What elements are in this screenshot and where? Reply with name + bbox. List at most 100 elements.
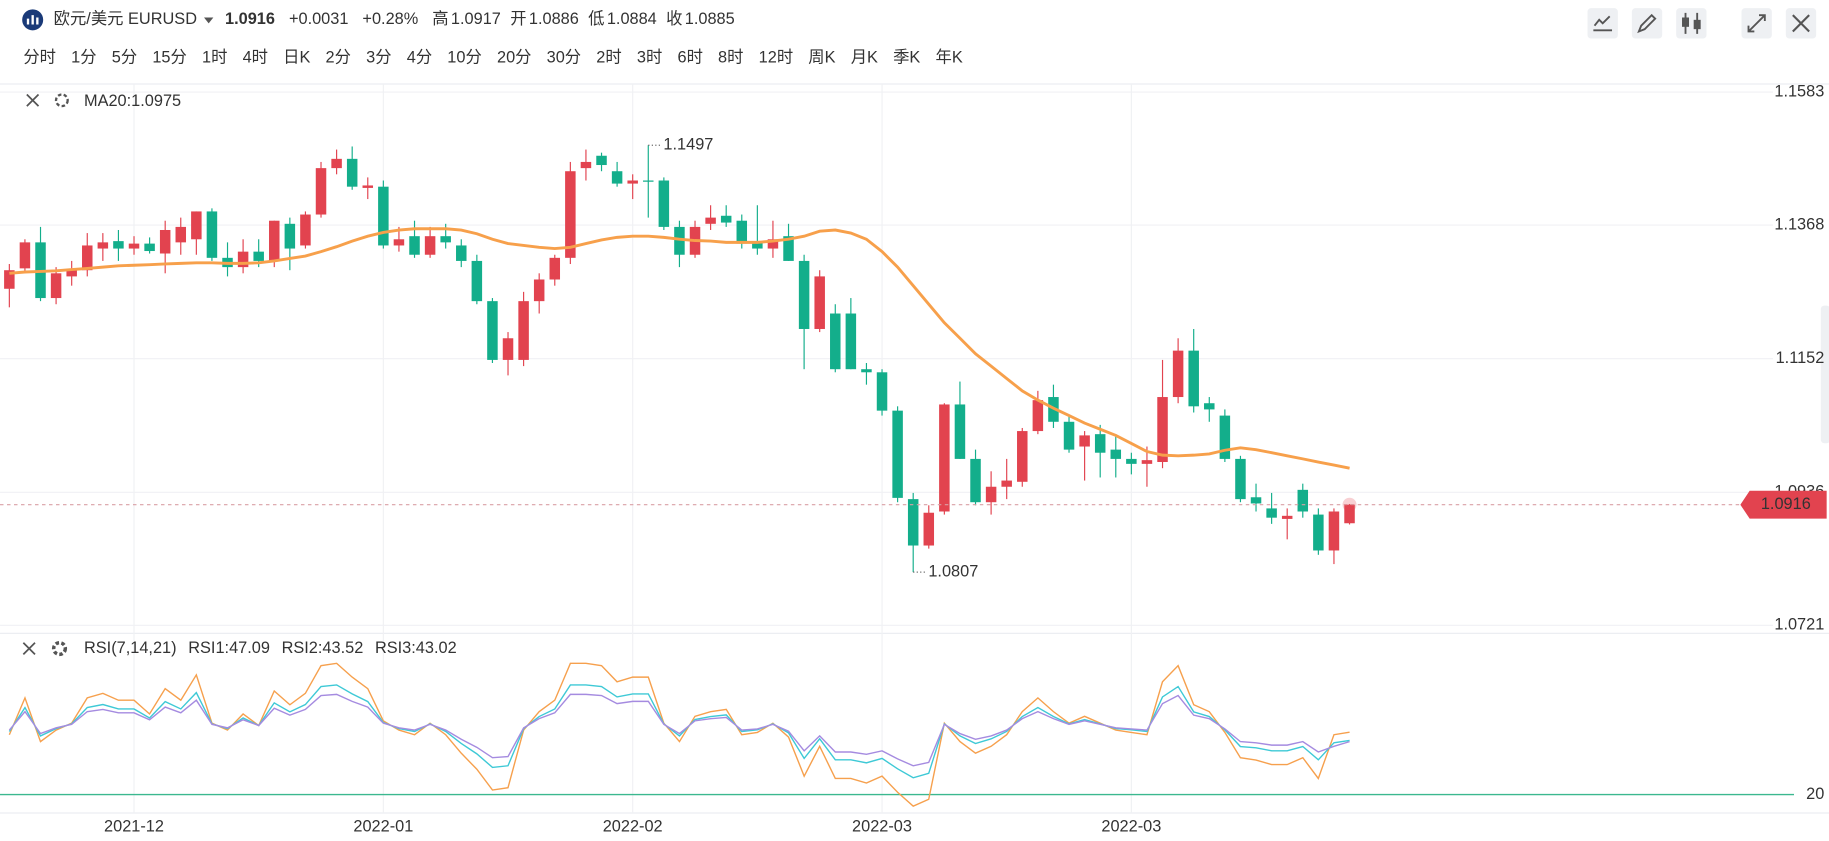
dropdown-arrow[interactable] <box>204 17 214 24</box>
close-indicator[interactable] <box>26 93 40 107</box>
timeframe[interactable]: 4时 <box>243 49 268 67</box>
price-tag-label: 1.0916 <box>1761 495 1811 513</box>
candle-body <box>1188 350 1199 407</box>
legend-entry: RSI1:47.09 <box>188 639 270 657</box>
timeframe[interactable]: 20分 <box>497 49 532 67</box>
candle-body <box>362 185 374 188</box>
candle-body <box>518 301 529 360</box>
candle-body <box>82 245 93 271</box>
timeframe[interactable]: 12时 <box>759 49 793 67</box>
candle-body <box>1001 480 1012 487</box>
y-tick-label: 1.1368 <box>1774 215 1824 233</box>
stat-label: 收 <box>666 10 682 28</box>
candle-body <box>674 226 685 255</box>
rsi-title: RSI(7,14,21) <box>84 639 177 657</box>
timeframe[interactable]: 3时 <box>637 49 662 67</box>
tool-icon <box>1682 17 1690 27</box>
settings-icon[interactable] <box>54 93 69 108</box>
timeframe[interactable]: 周K <box>808 49 835 67</box>
candle-body <box>113 241 124 249</box>
stat-value: 1.0917 <box>451 10 501 28</box>
timeframe[interactable]: 2分 <box>326 49 351 67</box>
candle-body <box>798 260 810 329</box>
symbol-icon-glyph <box>26 15 39 25</box>
x-tick-label: 2022-03 <box>852 817 912 835</box>
candle-body <box>1219 415 1231 459</box>
close-indicator[interactable] <box>22 642 36 655</box>
x-tick-label: 2022-02 <box>603 817 663 835</box>
timeframe[interactable]: 年K <box>936 49 963 67</box>
candle-body <box>985 486 997 503</box>
timeframe[interactable]: 分时 <box>23 49 56 67</box>
timeframe[interactable]: 季K <box>893 49 920 67</box>
timeframe[interactable]: 3分 <box>366 49 391 67</box>
scroll-handle[interactable] <box>1820 305 1829 444</box>
candle-body <box>19 242 31 269</box>
candle-body <box>471 260 483 302</box>
rsi-tick-label: 20 <box>1806 785 1824 803</box>
timeframe[interactable]: 10分 <box>447 49 482 67</box>
candle-body <box>549 257 561 280</box>
candle-body <box>1328 511 1340 551</box>
stat-label: 开 <box>510 10 526 28</box>
candle-body <box>393 239 405 246</box>
candle-body <box>1110 449 1122 459</box>
candle-body <box>128 243 140 249</box>
candle-body <box>159 229 171 254</box>
candle-body <box>830 313 841 370</box>
candle-body <box>1063 421 1075 450</box>
timeframe[interactable]: 1分 <box>71 49 96 67</box>
timeframe[interactable]: 1时 <box>202 49 227 67</box>
candle-body <box>50 273 62 299</box>
ma-line <box>9 227 1350 470</box>
candle-body <box>487 301 498 360</box>
candle-body <box>783 236 794 261</box>
timeframe[interactable]: 5分 <box>112 49 137 67</box>
timeframe[interactable]: 2时 <box>596 49 621 67</box>
candle-body <box>1235 458 1246 500</box>
candle-body <box>580 161 592 169</box>
x-tick-label: 2022-01 <box>353 817 413 835</box>
candle-body <box>876 372 888 411</box>
symbol-name: 欧元/美元 EURUSD <box>54 10 198 28</box>
tool-button[interactable] <box>1676 8 1707 39</box>
settings-icon[interactable] <box>51 640 68 657</box>
toolbar <box>1587 8 1817 39</box>
annotation-label: 1.0807 <box>928 562 978 580</box>
timeframe[interactable]: 30分 <box>547 49 582 67</box>
candle-body <box>456 245 467 261</box>
timeframe[interactable]: 4分 <box>407 49 432 67</box>
timeframe[interactable]: 6时 <box>677 49 702 67</box>
tool-button[interactable] <box>1631 8 1663 39</box>
candle-body <box>1172 350 1184 398</box>
y-tick-label: 1.0721 <box>1774 616 1824 634</box>
stat-value: 1.0886 <box>529 10 579 28</box>
candle-body <box>191 211 202 240</box>
candle-body <box>175 226 187 243</box>
candle-body <box>1344 504 1355 524</box>
candle-body <box>66 270 77 277</box>
timeframe[interactable]: 8时 <box>718 49 743 67</box>
candle-body <box>1032 400 1044 432</box>
timeframe[interactable]: 日K <box>283 49 310 67</box>
timeframe[interactable]: 月K <box>851 49 878 67</box>
tool-icon <box>1747 14 1766 33</box>
timeframe[interactable]: 15分 <box>152 49 187 67</box>
x-tick-label: 2022-03 <box>1101 817 1161 835</box>
stat-label: 高 <box>432 10 448 28</box>
candle-body <box>253 251 264 261</box>
candle-body <box>97 242 109 249</box>
candle-body <box>1126 458 1137 464</box>
candle-body <box>596 155 607 166</box>
candle-body <box>611 171 623 184</box>
candle-body <box>845 313 857 370</box>
candle-body <box>814 276 825 329</box>
candle-body <box>409 236 420 255</box>
candle-body <box>1017 431 1028 482</box>
change: +0.0031 <box>289 10 348 28</box>
price-tag <box>1740 490 1827 519</box>
tool-icon <box>1637 13 1657 34</box>
candle-body <box>954 404 966 459</box>
candle-body <box>736 220 748 244</box>
